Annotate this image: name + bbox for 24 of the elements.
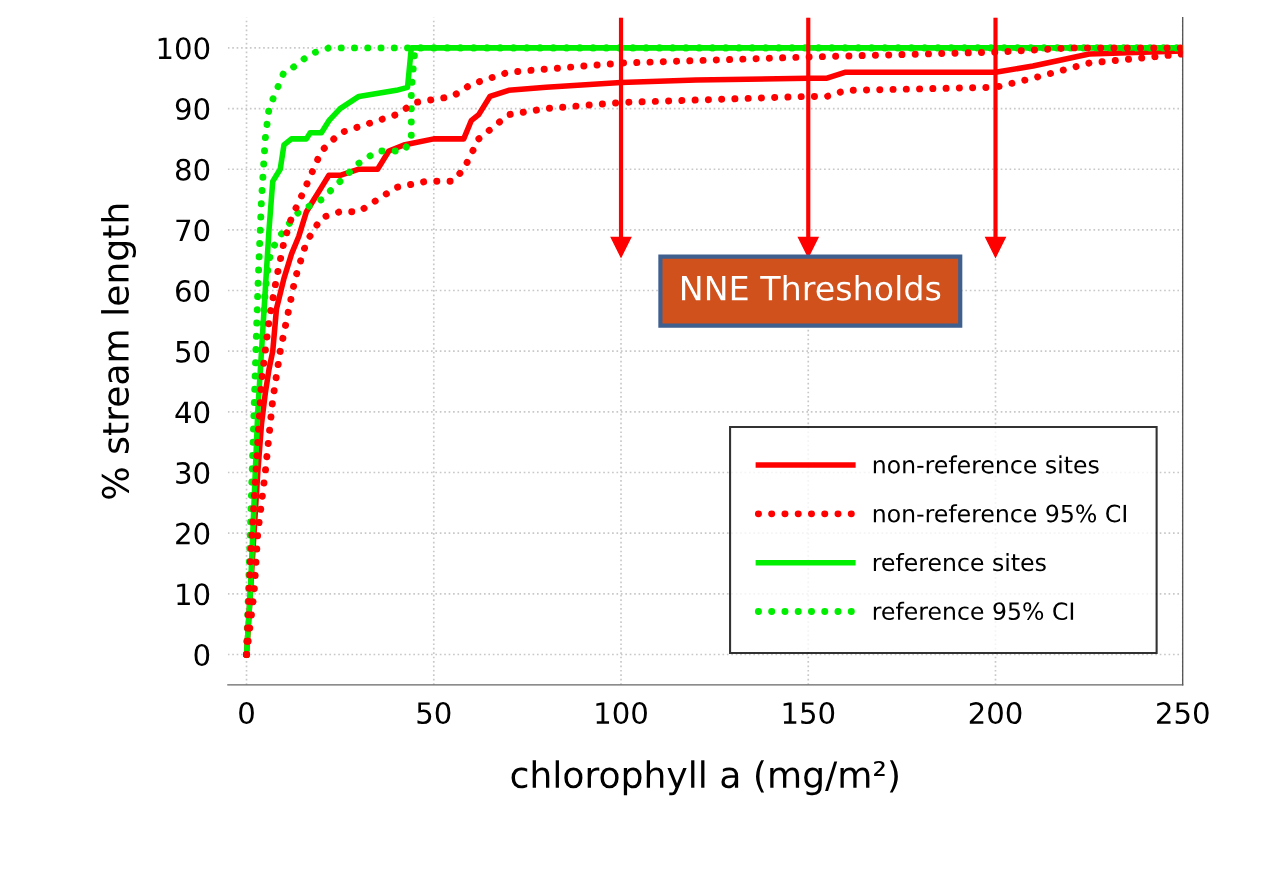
y-tick-label: 10 [177, 583, 210, 606]
y-tick-label: 20 [176, 522, 210, 545]
x-tick-label: 50 [417, 702, 451, 725]
legend-label: non-reference 95% CI [873, 504, 1126, 523]
x-tick-label: 250 [1157, 702, 1209, 725]
x-tick-label: 150 [783, 702, 835, 725]
y-tick-label: 0 [194, 643, 210, 666]
x-tick-label: 100 [596, 702, 647, 725]
x-tick-label: 0 [239, 702, 254, 725]
annotation: NNE Thresholds [682, 275, 941, 301]
y-axis-title: % stream length [101, 204, 137, 499]
y-tick-label: 60 [176, 279, 210, 303]
x-tick-label: 200 [969, 702, 1022, 725]
y-tick-label: 40 [175, 401, 210, 424]
y-tick-label: 90 [175, 97, 210, 121]
legend-label: reference 95% CI [873, 601, 1074, 621]
y-tick-label: 70 [176, 219, 210, 242]
y-tick-label: 50 [176, 340, 210, 363]
y-tick-label: 30 [176, 461, 210, 485]
y-tick-label: 100 [158, 37, 210, 60]
legend-label: reference sites [873, 553, 1046, 572]
x-axis-title: chlorophyll a (mg/m²) [511, 760, 898, 796]
y-tick-label: 80 [176, 158, 210, 181]
legend-label: non-reference sites [873, 455, 1099, 474]
